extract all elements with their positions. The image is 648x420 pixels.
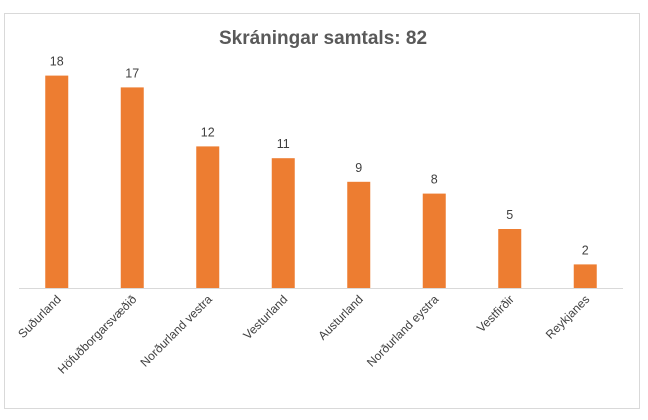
category-label: Norðurland eystra xyxy=(364,292,442,370)
data-label: 9 xyxy=(355,161,362,175)
category-label: Vestfirðir xyxy=(474,292,517,335)
category-label: Austurland xyxy=(315,292,365,342)
category-label: Norðurland vestra xyxy=(138,292,216,370)
category-label: Vesturland xyxy=(240,292,290,342)
bar xyxy=(498,229,522,288)
bar xyxy=(120,87,144,289)
data-label: 18 xyxy=(50,55,64,69)
bar xyxy=(196,146,220,288)
bar xyxy=(347,181,371,288)
bar xyxy=(45,75,69,288)
data-label: 5 xyxy=(506,208,513,222)
chart-area: Skráningar samtals: 82 18 17 12 11 9 8 5 2 Suðu… xyxy=(4,13,640,409)
data-label: 17 xyxy=(125,66,139,80)
bars-group xyxy=(45,75,597,289)
chart-title: Skráningar samtals: 82 xyxy=(218,28,428,49)
data-labels-group: 18 17 12 11 9 8 5 2 xyxy=(50,55,589,258)
bar xyxy=(422,193,446,288)
category-label: Höfuðborgarsvæðið xyxy=(55,292,140,377)
data-label: 8 xyxy=(431,173,438,187)
data-label: 12 xyxy=(201,125,215,139)
category-label: Suðurland xyxy=(15,292,64,341)
data-label: 11 xyxy=(277,137,290,151)
category-label: Reykjanes xyxy=(543,292,593,342)
bar xyxy=(271,158,295,288)
data-label: 2 xyxy=(582,243,589,257)
bar xyxy=(573,264,597,288)
